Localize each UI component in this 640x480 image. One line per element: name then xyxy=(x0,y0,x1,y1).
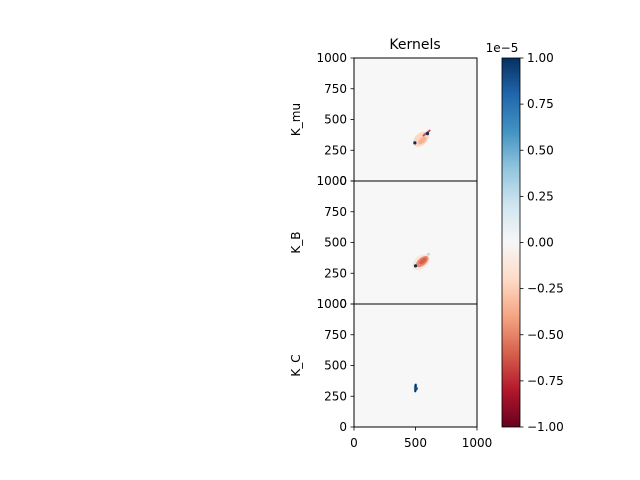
y-axis-label: K_B xyxy=(289,231,303,253)
colorbar-tick-label: −0.25 xyxy=(527,282,564,296)
panel-background xyxy=(354,304,477,427)
y-axis-label: K_C xyxy=(289,354,303,376)
colorbar: −1.00 −0.75 −0.50 −0.25 0.00 0.25 0.50 0.75 1.00… xyxy=(486,41,564,434)
y-tick-label: 1000 xyxy=(316,297,347,311)
colorbar-tick-label: 0.00 xyxy=(527,236,554,250)
panel-background xyxy=(354,58,477,181)
y-tick-label: 250 xyxy=(324,266,347,280)
y-tick-label: 500 xyxy=(324,359,347,373)
colorbar-offset-label: 1e−5 xyxy=(486,41,519,55)
kernel-dot xyxy=(426,252,431,256)
colorbar-tick-label: −1.00 xyxy=(527,420,564,434)
y-tick-label: 1000 xyxy=(316,51,347,65)
colorbar-fill xyxy=(502,58,520,427)
x-tick-label: 1000 xyxy=(462,436,493,450)
kernel-blob xyxy=(418,136,427,145)
panel-k-b: 0 250 500 750 1000 K_B xyxy=(289,174,478,311)
y-tick-label: 0 xyxy=(339,174,347,188)
x-tick-label: 0 xyxy=(350,436,358,450)
colorbar-tick-label: −0.50 xyxy=(527,328,564,342)
colorbar-tick-label: 1.00 xyxy=(527,51,554,65)
y-tick-label: 750 xyxy=(324,82,347,96)
colorbar-tick-label: 0.50 xyxy=(527,143,554,157)
y-tick-label: 1000 xyxy=(316,174,347,188)
kernel-dot xyxy=(425,132,430,136)
y-tick-label: 750 xyxy=(324,328,347,342)
x-tick-label: 500 xyxy=(404,436,427,450)
panel-k-c: 0 250 500 750 1000 K_C xyxy=(289,297,478,434)
y-tick-label: 250 xyxy=(324,143,347,157)
chart-title: Kernels xyxy=(389,37,440,53)
panel-k-mu: 0 250 500 750 1000 K_mu xyxy=(289,51,478,188)
y-tick-label: 500 xyxy=(324,113,347,127)
y-tick-label: 250 xyxy=(324,389,347,403)
colorbar-tick-label: 0.75 xyxy=(527,97,554,111)
x-axis: 0 500 1000 xyxy=(350,436,492,450)
kernel-blob xyxy=(419,257,427,265)
y-tick-label: 0 xyxy=(339,420,347,434)
kernel-dot xyxy=(413,141,417,145)
y-tick-label: 500 xyxy=(324,236,347,250)
y-tick-label: 0 xyxy=(339,297,347,311)
kernel-dot xyxy=(414,387,418,391)
colorbar-tick-label: 0.25 xyxy=(527,189,554,203)
colorbar-tick-label: −0.75 xyxy=(527,374,564,388)
y-axis-label: K_mu xyxy=(289,103,303,136)
kernel-dot xyxy=(413,264,418,268)
y-tick-label: 750 xyxy=(324,205,347,219)
panels: 0 250 500 750 1000 K_mu 0 250 500 750 1000 K_B 0 250 5… xyxy=(289,51,492,450)
panel-background xyxy=(354,181,477,304)
